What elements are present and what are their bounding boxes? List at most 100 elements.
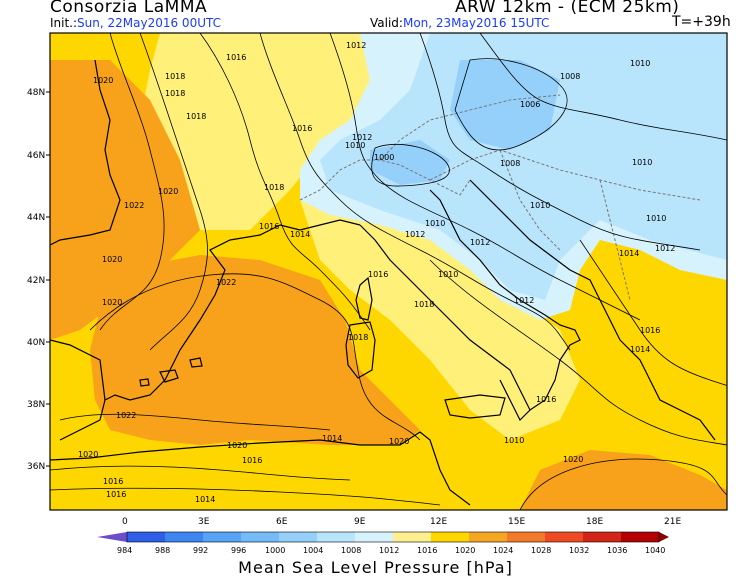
map-field — [50, 33, 727, 510]
isobar-label: 1012 — [655, 244, 675, 253]
isobar-label: 1018 — [348, 333, 368, 342]
colorbar-swatch — [621, 532, 659, 542]
coastlines — [50, 59, 716, 506]
colorbar-swatch — [279, 532, 317, 542]
lon-tick-0: 0 — [122, 517, 128, 527]
colorbar-level: 996 — [231, 546, 246, 555]
forecast-step: T=+39h — [672, 14, 731, 30]
isobar-label: 1010 — [632, 158, 652, 167]
isobar-label: 1016 — [226, 53, 246, 62]
colorbar-swatch — [545, 532, 583, 542]
isobar-label: 1012 — [352, 133, 372, 142]
isobar-label: 1020 — [563, 455, 583, 464]
init-time: Init.:Sun, 22May2016 00UTC — [50, 16, 221, 30]
colorbar-swatch — [241, 532, 279, 542]
field-light-yellow-north — [140, 33, 430, 230]
colorbar: 984 988 992 996 1000 1004 1008 1012 1016… — [97, 531, 669, 555]
lon-tick-9E: 9E — [354, 517, 366, 527]
lon-tick-6E: 6E — [276, 517, 288, 527]
isobar-label: 1022 — [116, 411, 136, 420]
colorbar-max-arrow — [659, 532, 669, 542]
isobar-label: 1012 — [346, 41, 366, 50]
isobar-label: 1018 — [165, 72, 185, 81]
isobar-label: 1010 — [630, 59, 650, 68]
colorbar-level: 984 — [117, 546, 132, 555]
colorbar-swatch — [203, 532, 241, 542]
isobar-label: 1016 — [259, 222, 279, 231]
colorbar-min-arrow — [97, 532, 127, 542]
lon-tick-21E: 21E — [664, 517, 681, 527]
isobar-label: 1016 — [106, 490, 126, 499]
isobar-label: 1020 — [389, 437, 409, 446]
isobar-label: 1010 — [438, 270, 458, 279]
isobar-label: 1016 — [536, 395, 556, 404]
isobar-label: 1016 — [292, 124, 312, 133]
isobar-label: 1010 — [345, 141, 365, 150]
field-orange-west — [50, 60, 200, 340]
isobar-label: 1014 — [619, 249, 639, 258]
lat-tick-38N: 38N — [27, 400, 45, 410]
colorbar-level: 1012 — [379, 546, 399, 555]
isobar-label: 1016 — [103, 477, 123, 486]
colorbar-level: 1032 — [569, 546, 589, 555]
isobar-label: 1020 — [102, 255, 122, 264]
isobar-label: 1012 — [470, 238, 490, 247]
isobars — [50, 33, 727, 510]
isobar-label: 1014 — [195, 495, 215, 504]
colorbar-level: 1024 — [493, 546, 513, 555]
colorbar-border — [126, 531, 660, 543]
isobar-label: 1022 — [124, 201, 144, 210]
isobar-label: 1014 — [322, 434, 342, 443]
valid-time: Valid:Mon, 23May2016 15UTC — [370, 16, 549, 30]
colorbar-level: 1004 — [303, 546, 323, 555]
colorbar-swatch — [127, 532, 165, 542]
field-orange-sea — [90, 255, 420, 445]
model-title: ARW 12km - (ECM 25km) — [455, 0, 680, 17]
map-frame — [49, 32, 728, 511]
field-low-north — [450, 60, 560, 150]
colorbar-level: 1000 — [265, 546, 285, 555]
colorbar-level: 1036 — [607, 546, 627, 555]
isobar-label: 1018 — [165, 89, 185, 98]
field-cyan — [320, 33, 727, 300]
isobar-label: 1016 — [640, 326, 660, 335]
isobar-label: 1014 — [630, 345, 650, 354]
isobar-label: 1018 — [264, 183, 284, 192]
colorbar-swatch — [393, 532, 431, 542]
lat-axis: 48N 46N 44N 42N 40N 38N 36N — [27, 88, 50, 472]
isobar-label: 1008 — [500, 159, 520, 168]
isobar-label: 1010 — [530, 201, 550, 210]
field-orange-southeast — [520, 450, 727, 510]
colorbar-level: 988 — [155, 546, 170, 555]
isobar-label: 1022 — [216, 278, 236, 287]
lat-tick-40N: 40N — [27, 338, 45, 348]
colorbar-swatch — [355, 532, 393, 542]
isobar-label: 1012 — [514, 296, 534, 305]
lat-tick-46N: 46N — [27, 151, 45, 161]
colorbar-swatch — [507, 532, 545, 542]
lat-tick-36N: 36N — [27, 462, 45, 472]
colorbar-level: 1040 — [645, 546, 665, 555]
isobar-label: 1016 — [242, 456, 262, 465]
borders — [299, 94, 701, 301]
isobar-label: 1016 — [368, 270, 388, 279]
colorbar-swatch — [165, 532, 203, 542]
colorbar-swatch — [317, 532, 355, 542]
isobar-label: 1010 — [646, 214, 666, 223]
lat-tick-44N: 44N — [27, 213, 45, 223]
colorbar-level: 1020 — [455, 546, 475, 555]
lon-tick-18E: 18E — [586, 517, 603, 527]
init-label: Init.: — [50, 16, 78, 30]
lat-tick-42N: 42N — [27, 276, 45, 286]
colorbar-level: 1028 — [531, 546, 551, 555]
init-value: Sun, 22May2016 00UTC — [77, 16, 221, 30]
colorbar-level: 1016 — [417, 546, 437, 555]
isobar-label: 1010 — [504, 436, 524, 445]
isobar-label: 1000 — [374, 153, 394, 162]
isobar-label: 1020 — [158, 187, 178, 196]
valid-label: Valid: — [370, 16, 403, 30]
colorbar-swatch — [583, 532, 621, 542]
producer-title: Consorzia LaMMA — [50, 0, 208, 17]
isobar-label: 1006 — [520, 100, 540, 109]
lon-tick-12E: 12E — [430, 517, 447, 527]
